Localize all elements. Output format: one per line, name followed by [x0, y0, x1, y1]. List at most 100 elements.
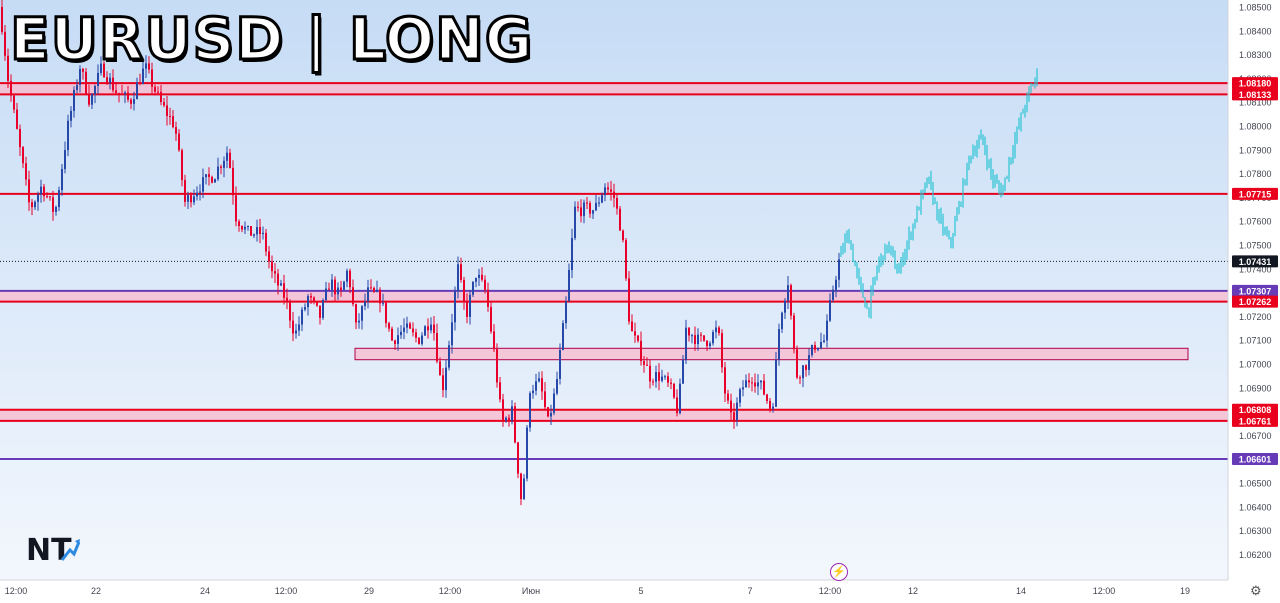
- candle-body: [1, 7, 3, 32]
- candle-body: [601, 195, 603, 203]
- candle-body: [790, 285, 792, 316]
- candle-body: [352, 287, 354, 305]
- candle-body: [232, 167, 234, 196]
- candle-body: [106, 77, 108, 83]
- candle-body: [553, 393, 555, 413]
- candle-body: [823, 340, 825, 342]
- candle-body: [322, 300, 324, 318]
- time-tick-label: 7: [747, 586, 752, 596]
- candle-body: [340, 287, 342, 290]
- candle-body: [799, 377, 801, 379]
- candle-body: [127, 92, 129, 100]
- candle-body: [514, 406, 516, 443]
- settings-gear-icon[interactable]: ⚙: [1250, 583, 1262, 598]
- price-tick-label: 1.08300: [1239, 50, 1272, 60]
- time-tick-label: 24: [200, 586, 210, 596]
- candle-body: [418, 337, 420, 344]
- candle-body: [124, 92, 126, 94]
- candle-body: [697, 334, 699, 345]
- candle-body: [16, 109, 18, 129]
- candle-body: [784, 300, 786, 313]
- candle-body: [10, 80, 12, 96]
- price-tick-label: 1.07900: [1239, 145, 1272, 155]
- zones-layer: [0, 83, 1228, 421]
- candle-body: [298, 324, 300, 331]
- candle-body: [838, 259, 840, 280]
- candle-body: [454, 291, 456, 323]
- candle-body: [178, 133, 180, 151]
- zone: [0, 290, 1228, 302]
- price-label-text: 1.06808: [1239, 405, 1272, 415]
- candle-body: [598, 202, 600, 204]
- candle-body: [826, 320, 828, 341]
- candle-body: [160, 91, 162, 103]
- candle-body: [202, 177, 204, 192]
- price-label-box: [1232, 77, 1278, 90]
- candle-body: [700, 334, 702, 336]
- candle-body: [25, 163, 27, 180]
- candle-body: [31, 202, 33, 208]
- candle-body: [541, 378, 543, 392]
- candle-body: [538, 378, 540, 382]
- candle-body: [253, 234, 255, 236]
- price-label-text: 1.06601: [1239, 454, 1272, 464]
- candle-body: [7, 55, 9, 81]
- candle-body: [373, 287, 375, 292]
- candle-body: [427, 326, 429, 331]
- candle-body: [349, 270, 351, 288]
- candle-body: [343, 281, 345, 290]
- time-tick-label: 12: [908, 586, 918, 596]
- candle-body: [250, 226, 252, 236]
- candle-body: [562, 323, 564, 351]
- bolt-icon[interactable]: ⚡: [830, 563, 848, 581]
- candle-body: [358, 320, 360, 323]
- candle-body: [616, 197, 618, 209]
- candle-body: [754, 382, 756, 387]
- candle-body: [238, 221, 240, 227]
- price-labels: 1.081801.081331.077151.074311.073071.072…: [1232, 77, 1278, 465]
- candle-body: [469, 294, 471, 317]
- candle-body: [769, 400, 771, 409]
- candle-body: [817, 347, 819, 350]
- candle-body: [625, 240, 627, 279]
- candle-body: [559, 350, 561, 379]
- chart-title: EURUSD | LONG: [8, 5, 534, 73]
- candle-body: [88, 93, 90, 105]
- time-tick-label: 22: [91, 586, 101, 596]
- candle-body: [745, 380, 747, 388]
- candle-body: [4, 31, 6, 56]
- price-label-box: [1232, 187, 1278, 200]
- candle-body: [640, 340, 642, 362]
- candle-body: [235, 195, 237, 222]
- candle-body: [13, 95, 15, 110]
- price-label-box: [1232, 284, 1278, 297]
- price-tick-label: 1.08400: [1239, 26, 1272, 36]
- candle-body: [814, 345, 816, 350]
- candle-body: [274, 271, 276, 274]
- time-tick-label: 12:00: [819, 586, 842, 596]
- candle-body: [676, 397, 678, 414]
- candle-body: [319, 305, 321, 318]
- time-tick-label: 29: [364, 586, 374, 596]
- candle-body: [445, 367, 447, 391]
- price-label-text: 1.06761: [1239, 416, 1272, 426]
- levels-layer: [0, 82, 1228, 460]
- price-tick-label: 1.06300: [1239, 526, 1272, 536]
- candle-body: [382, 302, 384, 304]
- zone: [354, 347, 1189, 361]
- price-label-box: [1232, 255, 1278, 268]
- candle-body: [244, 226, 246, 230]
- time-axis[interactable]: [0, 580, 1228, 603]
- price-tick-label: 1.07000: [1239, 360, 1272, 370]
- candle-body: [685, 327, 687, 360]
- candle-body: [715, 327, 717, 333]
- price-tick-label: 1.08000: [1239, 122, 1272, 132]
- candle-body: [691, 335, 693, 337]
- candle-body: [283, 283, 285, 298]
- candle-body: [295, 330, 297, 334]
- candle-body: [421, 335, 423, 344]
- candle-body: [682, 359, 684, 384]
- candle-body: [487, 289, 489, 307]
- candle-body: [412, 328, 414, 333]
